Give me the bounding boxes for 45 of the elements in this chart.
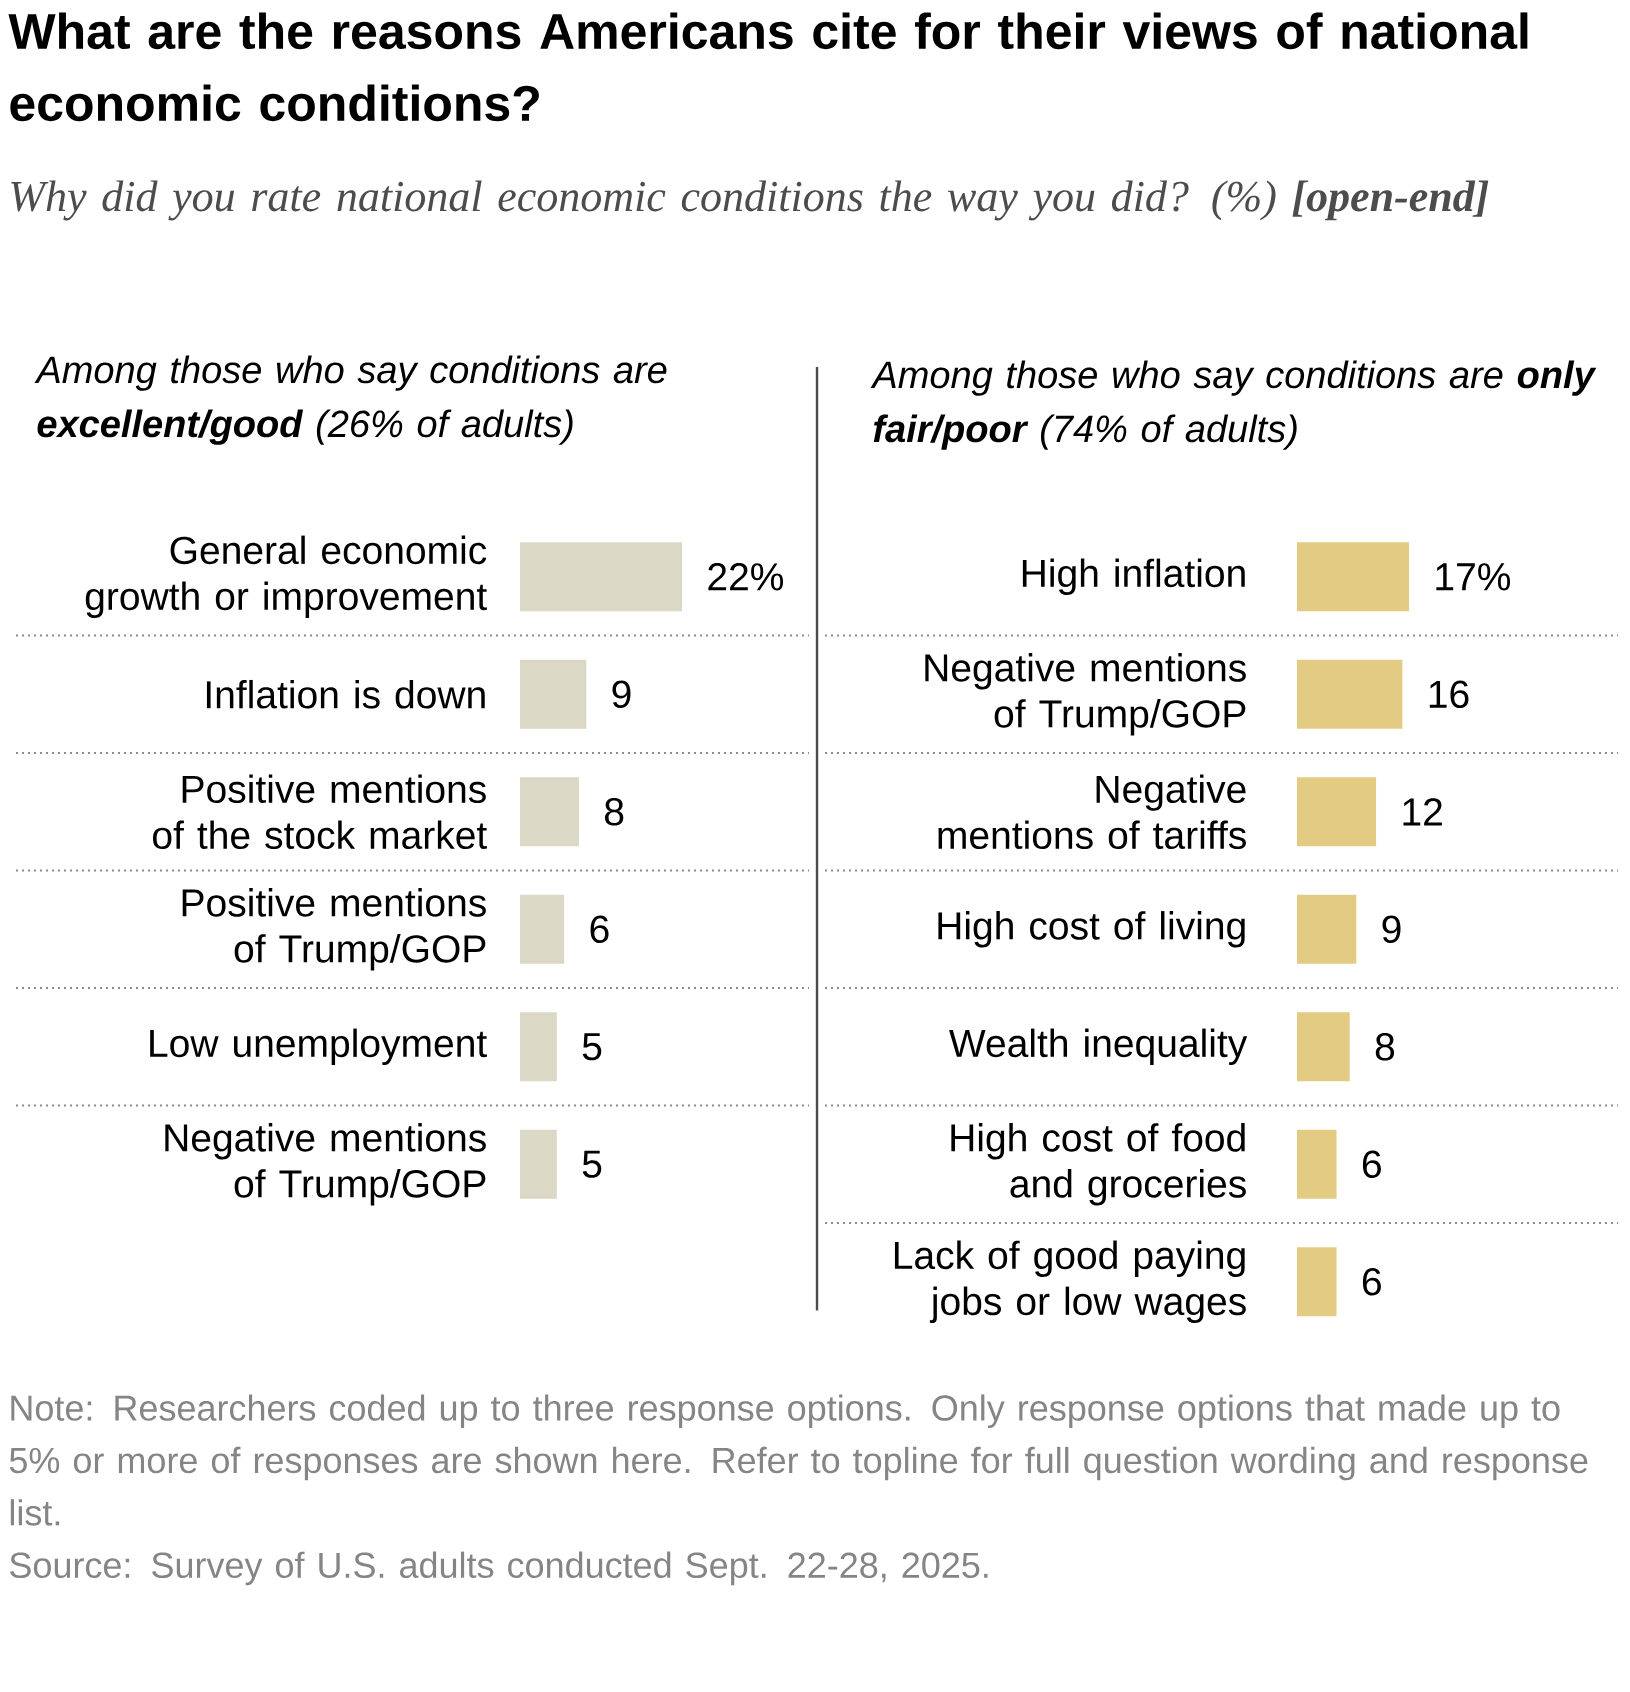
text: Note: Researchers coded up to three response options. Only response options that made up to 5% or more of responses are shown here. Refer to topline for full question wording and response list. [9,1394,1588,1526]
bar [519,1012,557,1082]
data-label: 12 [1403,798,1442,826]
y-tick-label: Lack of good paying jobs or low wages [894,1240,1246,1323]
y-tick-label: Negative mentions of tariffs [938,774,1246,850]
data-label: 9 [1382,915,1401,944]
y-tick-label: Negative mentions of Trump/GOP [925,653,1246,736]
bar [1297,777,1377,847]
y-tick-label: Wealth inequality [949,1028,1248,1065]
y-tick-label: Negative mentions of Trump/GOP [165,1123,486,1206]
data-label: 8 [1375,1032,1395,1061]
y-tick-label: General economic growth or improvement [85,535,487,618]
data-label: 6 [1362,1267,1381,1296]
y-tick-label: High inflation [1022,558,1245,595]
chart-title: Among those who say conditions are only fair/poor (74% of adults) [870,360,1597,450]
bar [1297,894,1357,964]
chart-title: Among those who say conditions are excellent/good (26% of adults) [34,355,667,445]
text: What are the reasons Americans cite for their views of national economic conditions? [8,12,1528,122]
bar [1297,1129,1337,1199]
y-tick-label: Inflation is down [206,679,485,709]
bar [519,542,682,612]
y-tick-label: Positive mentions of Trump/GOP [182,888,486,971]
y-tick-label: High cost of living [938,911,1245,948]
data-label: 5 [582,1033,602,1061]
y-tick-label: Low unemployment [150,1028,487,1065]
text: Why did you rate national economic conditions the way you did? (%) [open-end] [11,180,1489,221]
data-label: 6 [590,915,609,944]
bar [1297,542,1410,612]
source-note: Source: Survey of U.S. adults conducted Sept. 22-28, 2025. [10,1551,988,1586]
data-label: 9 [612,680,631,709]
y-tick-label: Positive mentions of the stock market [153,774,487,850]
bar [1297,659,1403,729]
data-label: 8 [605,797,624,826]
bar [519,777,579,847]
bar [519,894,565,964]
bar [1297,1012,1350,1082]
data-label: 5 [582,1150,602,1178]
y-tick-label: High cost of food and groceries [951,1123,1246,1206]
data-label: 16 [1429,680,1469,709]
bar [1297,1247,1337,1317]
data-label: 17% [1436,563,1511,591]
data-label: 6 [1362,1150,1381,1179]
data-label: 22% [708,563,784,591]
bar [519,1129,557,1199]
bar [519,659,587,729]
